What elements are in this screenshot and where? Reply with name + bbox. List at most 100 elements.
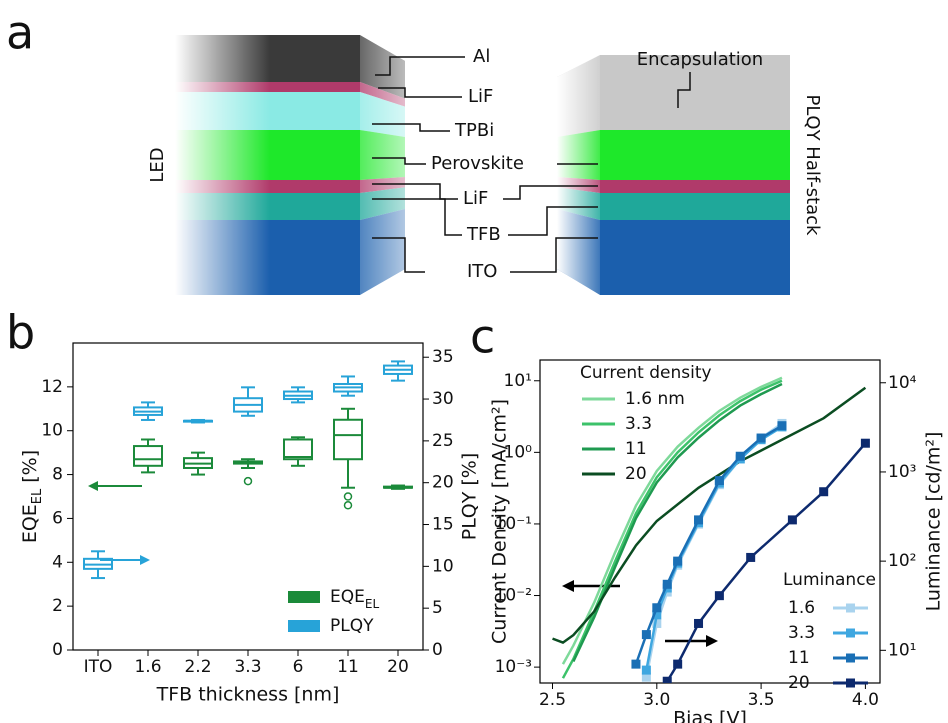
- leader: [510, 237, 598, 273]
- y2-tick-label: 10³: [888, 462, 916, 482]
- fade: [175, 35, 270, 295]
- box: [283, 438, 313, 461]
- x-tick-label: 3.3: [234, 657, 261, 677]
- outlier: [343, 492, 353, 501]
- marker: [819, 487, 829, 497]
- legend-swatch: [288, 620, 320, 632]
- layer: [600, 193, 790, 220]
- outlier: [243, 476, 253, 486]
- legend-label: PLQY: [330, 616, 374, 636]
- fade: [360, 35, 405, 295]
- leader: [372, 123, 450, 132]
- leader: [503, 185, 598, 200]
- leader: [372, 183, 458, 200]
- layer-diagram: [175, 35, 790, 295]
- layer: [600, 220, 790, 295]
- arrow-head: [562, 580, 574, 592]
- x-axis-label: TFB thickness [nm]: [156, 684, 340, 706]
- x-tick-label: 11: [337, 657, 359, 677]
- box: [333, 418, 363, 461]
- panel-label: b: [6, 306, 35, 360]
- legend-label: 20: [625, 464, 647, 484]
- marker: [652, 603, 662, 613]
- marker: [641, 672, 651, 682]
- legend-label: 3.3: [788, 623, 815, 643]
- y-axis-label: Current Density [mA/cm²]: [489, 399, 511, 644]
- label-subscript: EL: [30, 488, 45, 504]
- y2-tick-label: 5: [432, 598, 443, 618]
- x-tick-label: 1.6: [134, 657, 161, 677]
- marker: [735, 451, 745, 461]
- y2-tick-label: 20: [432, 473, 454, 493]
- label-unit: [%]: [19, 450, 41, 483]
- leader: [372, 198, 462, 236]
- y-tick-label: 6: [52, 508, 63, 528]
- axis-label: EQEEL [%]: [19, 450, 46, 543]
- leader: [372, 237, 425, 273]
- layer-label: LiF: [463, 188, 488, 209]
- y2-tick-label: 35: [432, 347, 454, 367]
- x-tick-label: 2.2: [184, 657, 211, 677]
- encapsulation-label: Encapsulation: [637, 49, 763, 70]
- x-axis-label: Bias [V]: [673, 708, 747, 723]
- y2-tick-label: 10: [432, 556, 454, 576]
- plot-frame: [539, 359, 881, 684]
- legend-title: Current density: [580, 363, 712, 383]
- marker: [662, 676, 672, 683]
- x-tick-label: 20: [387, 657, 409, 677]
- leader: [375, 56, 465, 76]
- marker: [652, 610, 662, 620]
- y-tick-label: 8: [52, 465, 63, 485]
- layer-label: Al: [473, 46, 490, 67]
- half-stack-label: PLQY Half-stack: [802, 95, 823, 237]
- leader-lines: [372, 56, 691, 273]
- y2-axis-label: Luminance [cd/m²]: [923, 432, 945, 612]
- y-tick-label: 2: [52, 596, 63, 616]
- panel-label: c: [470, 310, 495, 364]
- marker: [694, 515, 704, 525]
- legend-label: 11: [625, 439, 647, 459]
- legend-subscript: EL: [365, 597, 380, 611]
- x-tick-label: 2.5: [539, 690, 566, 710]
- plot-area: [552, 376, 870, 683]
- marker: [746, 552, 756, 562]
- marker: [714, 476, 724, 486]
- layer: [600, 55, 790, 130]
- y2-tick-label: 25: [432, 431, 454, 451]
- y2-tick-label: 10¹: [888, 640, 916, 660]
- series-line: [634, 424, 783, 665]
- series-line: [572, 382, 783, 662]
- marker: [673, 659, 683, 669]
- y2-tick-label: 10²: [888, 551, 916, 571]
- legend-name: PLQY: [330, 616, 374, 636]
- legend-label: 11: [788, 648, 810, 668]
- marker: [673, 556, 683, 566]
- marker: [787, 515, 797, 525]
- legend-label: 3.3: [625, 414, 652, 434]
- y2-tick-label: 30: [432, 389, 454, 409]
- series-line: [666, 442, 867, 682]
- leader: [677, 72, 691, 108]
- marker: [714, 591, 724, 601]
- legend-swatch: [288, 591, 320, 603]
- layer-label: LiF: [468, 86, 493, 107]
- series-line: [552, 386, 867, 645]
- series-line: [561, 376, 783, 665]
- marker: [652, 618, 662, 628]
- led-label: LED: [147, 147, 168, 182]
- y-tick-label: 12: [41, 377, 63, 397]
- arrow-head: [140, 555, 150, 565]
- arrow-head: [88, 481, 98, 491]
- layer: [600, 180, 790, 193]
- leader: [372, 157, 426, 165]
- legend-label: 20: [788, 673, 810, 693]
- legend-marker: [846, 628, 855, 638]
- fade: [557, 55, 600, 295]
- x-tick-label: ITO: [84, 657, 113, 677]
- outlier: [343, 501, 353, 510]
- leader: [508, 206, 598, 236]
- y-tick-label: 4: [52, 552, 63, 572]
- x-tick-label: 6: [293, 657, 304, 677]
- x-tick-label: 3.5: [748, 690, 775, 710]
- box: [133, 445, 163, 467]
